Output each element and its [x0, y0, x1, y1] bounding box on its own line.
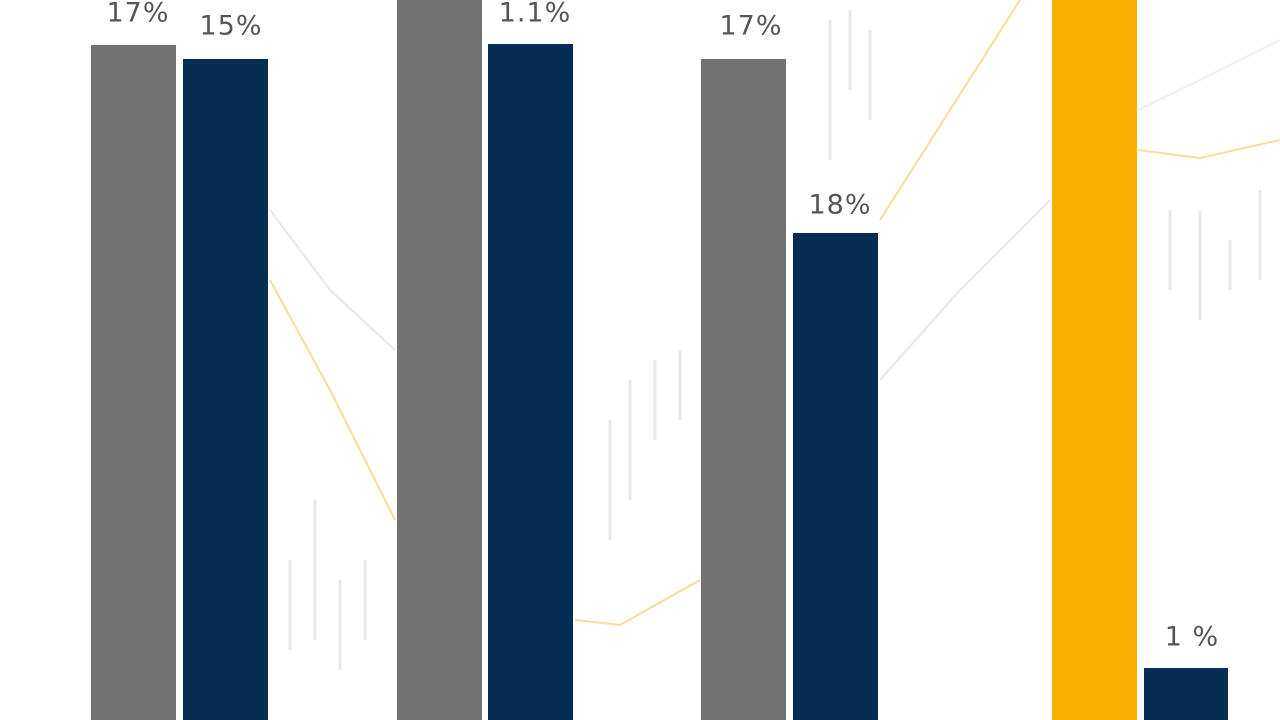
bars	[91, 0, 1228, 720]
faint-trend-line	[269, 279, 396, 521]
bar	[793, 233, 878, 720]
bar-label: 18%	[808, 190, 871, 221]
bar-label: 17%	[106, 0, 169, 29]
faint-trend-line	[1137, 139, 1280, 160]
bar-label: 15%	[199, 11, 262, 42]
bar	[91, 45, 176, 720]
bar	[701, 59, 786, 720]
bar-label: 17%	[719, 11, 782, 42]
bar	[1144, 668, 1228, 720]
faint-trend-line	[879, 0, 1021, 221]
bar-label: 1 %	[1165, 622, 1219, 653]
faint-trend-line	[574, 579, 701, 627]
bar	[183, 59, 268, 720]
bar	[1052, 0, 1137, 720]
faint-trend-line	[879, 199, 1051, 381]
bar-label: 1.1%	[499, 0, 572, 29]
bar	[397, 0, 482, 720]
bar-labels: 17% 15% 1.1% 17% 18% 1 %	[106, 0, 1219, 653]
faint-candles	[288, 10, 1262, 670]
bar	[488, 44, 573, 720]
faint-trend-line	[1137, 39, 1280, 111]
faint-trend-line	[269, 209, 396, 351]
background-decoration	[269, 0, 1280, 670]
